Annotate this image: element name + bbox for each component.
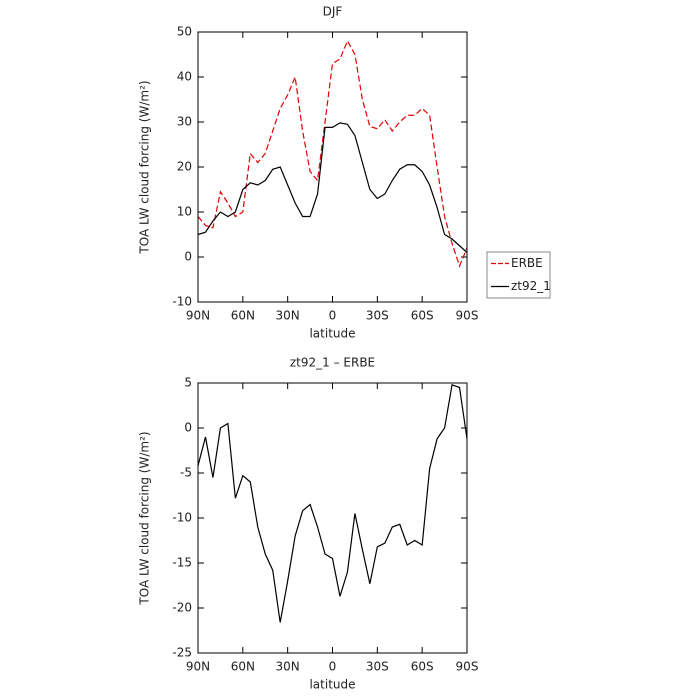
x-tick-label: 30S: [366, 660, 389, 674]
panel: zt92_1 – ERBE latitude TOA LW cloud forcin…: [138, 356, 479, 692]
legend-label: zt92_1: [511, 279, 551, 293]
y-tick-label: -25: [172, 646, 192, 660]
y-tick-label: 0: [184, 421, 192, 435]
x-tick-label: 90S: [456, 660, 479, 674]
chart-title: DJF: [323, 5, 343, 19]
plot-frame: [197, 31, 468, 303]
y-tick-label: -10: [172, 511, 192, 525]
panel: DJF latitude TOA LW cloud forcing (W/m²) -1…: [138, 5, 551, 341]
x-tick-label: 30N: [276, 309, 300, 323]
x-axis-label: latitude: [309, 678, 355, 692]
x-tick-label: 90N: [186, 660, 210, 674]
y-tick-label: 40: [177, 70, 192, 84]
x-tick-label: 60N: [231, 309, 255, 323]
x-axis-label: latitude: [309, 327, 355, 341]
x-tick-label: 30S: [366, 309, 389, 323]
x-tick-label: 60N: [231, 660, 255, 674]
y-tick-label: 5: [184, 376, 192, 390]
legend-box: [486, 251, 551, 299]
y-tick-label: 30: [177, 115, 192, 129]
plot-frame: [197, 382, 468, 654]
y-tick-label: -5: [180, 466, 192, 480]
data-line: [197, 39, 468, 268]
x-tick-label: 0: [329, 660, 337, 674]
y-axis-label: TOA LW cloud forcing (W/m²): [138, 80, 152, 254]
x-tick-label: 90S: [456, 309, 479, 323]
y-tick-label: -20: [172, 601, 192, 615]
y-tick-label: -15: [172, 556, 192, 570]
x-tick-label: 60S: [411, 660, 434, 674]
x-tick-label: 60S: [411, 309, 434, 323]
x-tick-label: 0: [329, 309, 337, 323]
y-tick-label: 50: [177, 25, 192, 39]
chart-title: zt92_1 – ERBE: [290, 356, 375, 370]
y-tick-label: 20: [177, 160, 192, 174]
y-tick-label: 10: [177, 205, 192, 219]
y-tick-label: 0: [184, 250, 192, 264]
y-tick-label: -10: [172, 295, 192, 309]
data-line: [197, 122, 468, 253]
x-tick-label: 30N: [276, 660, 300, 674]
x-tick-label: 90N: [186, 309, 210, 323]
data-line: [197, 383, 468, 623]
legend-label: ERBE: [511, 256, 543, 270]
y-axis-label: TOA LW cloud forcing (W/m²): [138, 431, 152, 605]
